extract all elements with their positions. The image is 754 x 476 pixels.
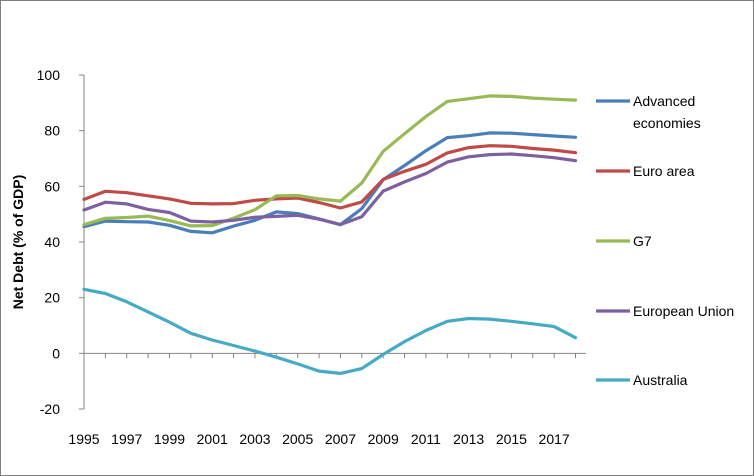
series-lines <box>82 94 578 375</box>
legend-entry-g7: G7 <box>596 233 652 249</box>
x-tick-label: 2003 <box>239 431 270 447</box>
y-tick-label: -20 <box>40 401 60 417</box>
x-tick-label: 1999 <box>154 431 185 447</box>
x-tick-label: 1995 <box>68 431 99 447</box>
x-tick-label: 2017 <box>539 431 570 447</box>
series-line-euro-area <box>82 144 578 210</box>
x-tick-labels: 1995 1997 1999 2001 2003 2005 2007 2009 2011 2013… <box>68 431 569 447</box>
y-tick-labels: -20 0 20 40 60 80 100 <box>37 67 61 417</box>
x-tick-label: 1997 <box>111 431 142 447</box>
y-tick-label: 60 <box>44 178 60 194</box>
x-tick-label: 2005 <box>282 431 313 447</box>
legend-label: Australia <box>633 372 688 388</box>
x-tick-label: 2015 <box>496 431 527 447</box>
y-tick-label: 40 <box>44 234 60 250</box>
series-line-australia <box>82 287 578 375</box>
x-tick-label: 2011 <box>411 431 441 447</box>
axes <box>79 74 586 410</box>
y-tick-label: 80 <box>44 123 60 139</box>
legend-label: European Union <box>633 303 734 319</box>
x-tick-label: 2007 <box>325 431 356 447</box>
y-tick-label: 20 <box>44 290 60 306</box>
series-line-european-union <box>82 152 578 227</box>
legend-label: Euro area <box>633 163 695 179</box>
x-tick-label: 2013 <box>453 431 484 447</box>
series-line-g7 <box>82 94 578 228</box>
legend-label: economies <box>633 115 701 131</box>
legend-entry-euro-area: Euro area <box>596 163 695 179</box>
y-tick-label: 100 <box>37 67 61 83</box>
legend-label: G7 <box>633 233 652 249</box>
legend-entry-australia: Australia <box>596 372 688 388</box>
y-tick-label: 0 <box>52 345 60 361</box>
legend-entry-european-union: European Union <box>596 303 734 319</box>
legend-entry-advanced-economies: Advanced economies <box>596 93 701 131</box>
x-tick-label: 2001 <box>197 431 228 447</box>
legend-label: Advanced <box>633 93 695 109</box>
x-tick-label: 2009 <box>368 431 399 447</box>
y-axis-label: Net Debt (% of GDP) <box>10 175 26 310</box>
legend: Advanced economies Euro area G7 European Uni… <box>596 93 734 388</box>
